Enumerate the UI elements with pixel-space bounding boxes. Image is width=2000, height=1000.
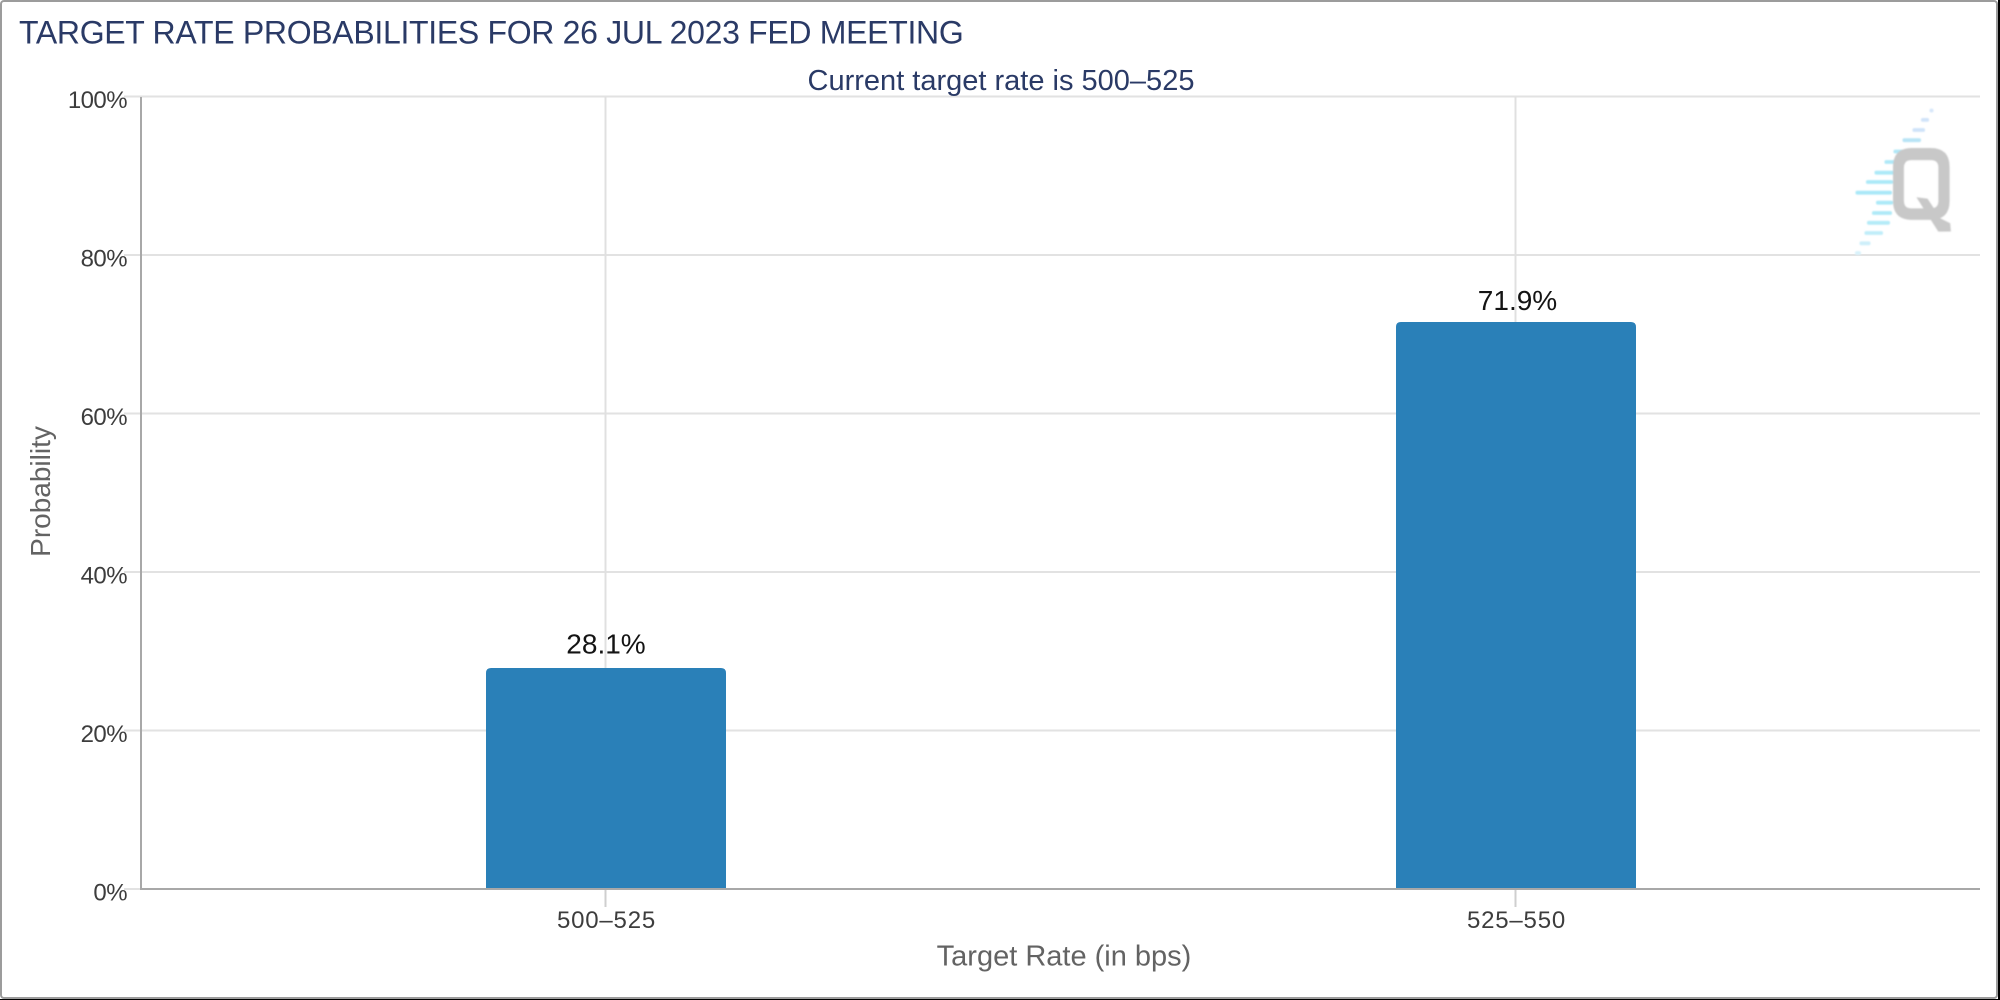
svg-text:28.1%: 28.1%: [566, 628, 645, 659]
svg-text:40%: 40%: [81, 562, 128, 589]
svg-text:Current target rate is 500–525: Current target rate is 500–525: [808, 65, 1195, 97]
svg-text:100%: 100%: [68, 87, 127, 114]
svg-text:20%: 20%: [81, 721, 128, 748]
svg-text:80%: 80%: [81, 245, 128, 272]
svg-text:500–525: 500–525: [557, 907, 656, 934]
svg-text:0%: 0%: [93, 879, 127, 906]
svg-text:60%: 60%: [81, 404, 128, 431]
svg-text:Target Rate (in bps): Target Rate (in bps): [937, 941, 1192, 973]
svg-text:525–550: 525–550: [1467, 907, 1566, 934]
svg-text:71.9%: 71.9%: [1478, 285, 1557, 316]
svg-text:TARGET RATE PROBABILITIES FOR: TARGET RATE PROBABILITIES FOR 26 JUL 202…: [19, 15, 963, 51]
svg-text:Probability: Probability: [25, 426, 56, 557]
